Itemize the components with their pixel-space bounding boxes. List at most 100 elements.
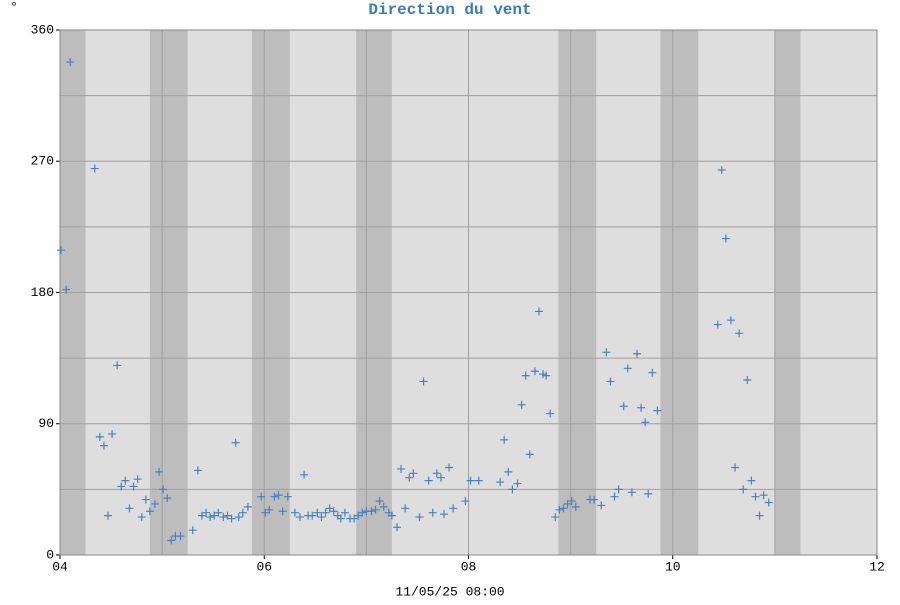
- data-point: [329, 507, 338, 516]
- data-point: [419, 377, 428, 386]
- data-point: [644, 489, 653, 498]
- data-point: [243, 502, 252, 511]
- data-point: [133, 475, 142, 484]
- data-point: [176, 532, 185, 541]
- chart-title: Direction du vent: [368, 1, 531, 19]
- data-point: [641, 418, 650, 427]
- data-point: [371, 505, 380, 514]
- y-tick-label: 90: [38, 416, 54, 431]
- data-point: [62, 285, 71, 294]
- x-tick-label: 06: [256, 559, 272, 574]
- data-point: [300, 470, 309, 479]
- data-point: [504, 467, 513, 476]
- x-tick-label: 10: [665, 559, 681, 574]
- data-point: [340, 508, 349, 517]
- data-point: [397, 464, 406, 473]
- data-point: [193, 466, 202, 475]
- data-point: [261, 508, 270, 517]
- data-point: [95, 432, 104, 441]
- data-point: [513, 479, 522, 488]
- data-point: [141, 495, 150, 504]
- data-point: [432, 469, 441, 478]
- data-point: [525, 450, 534, 459]
- data-point: [125, 504, 134, 513]
- data-point: [614, 485, 623, 494]
- data-point: [546, 409, 555, 418]
- data-point: [137, 513, 146, 522]
- data-point: [387, 511, 396, 520]
- data-point: [713, 320, 722, 329]
- data-point: [461, 497, 470, 506]
- plot-border: [59, 29, 878, 556]
- data-point: [66, 58, 75, 67]
- data-point: [717, 166, 726, 174]
- data-point: [401, 504, 410, 513]
- data-point: [99, 441, 108, 450]
- data-point: [735, 329, 744, 338]
- data-point: [751, 492, 760, 501]
- x-tick-label: 12: [869, 559, 885, 574]
- data-point: [619, 402, 628, 411]
- y-tick-label: 270: [31, 154, 54, 169]
- data-point: [57, 246, 66, 255]
- data-point: [159, 485, 168, 494]
- x-tick-label: 08: [461, 559, 477, 574]
- data-point: [633, 349, 642, 358]
- data-point: [755, 511, 764, 520]
- data-point: [265, 505, 274, 514]
- data-point: [571, 502, 580, 511]
- data-point: [234, 513, 243, 522]
- data-point: [559, 504, 568, 513]
- data-point: [336, 514, 345, 523]
- data-point: [103, 511, 112, 520]
- y-tick-label: 180: [31, 285, 54, 300]
- data-point: [721, 234, 730, 243]
- data-point: [155, 467, 164, 476]
- data-point: [379, 502, 388, 511]
- data-point: [321, 508, 330, 517]
- data-point: [602, 348, 611, 357]
- data-point: [375, 497, 384, 506]
- data-point: [150, 499, 159, 508]
- data-point: [393, 523, 402, 532]
- data-point: [653, 406, 662, 415]
- data-point: [530, 367, 539, 376]
- data-point: [567, 497, 576, 506]
- data-point: [623, 364, 632, 373]
- data-point: [648, 368, 657, 377]
- data-point: [317, 513, 326, 522]
- data-point: [759, 491, 768, 500]
- data-point: [521, 371, 530, 380]
- data-point: [731, 463, 740, 472]
- data-point: [129, 482, 138, 491]
- data-point: [551, 513, 560, 522]
- data-point: [409, 469, 418, 478]
- data-point: [747, 476, 756, 485]
- data-point: [313, 508, 322, 517]
- data-point: [290, 508, 299, 517]
- data-point: [121, 476, 130, 485]
- data-point: [449, 504, 458, 513]
- data-point: [436, 473, 445, 482]
- data-point: [597, 501, 606, 510]
- data-point: [542, 371, 551, 380]
- data-point: [508, 485, 517, 494]
- data-point: [238, 508, 247, 517]
- data-point: [354, 511, 363, 520]
- data-point: [90, 164, 99, 173]
- x-tick-label: 04: [52, 559, 68, 574]
- data-point: [606, 377, 615, 386]
- data-point: [145, 507, 154, 516]
- data-point: [534, 307, 543, 316]
- data-point: [424, 476, 433, 485]
- data-point: [517, 400, 526, 409]
- data-point: [428, 508, 437, 517]
- data-point: [108, 429, 117, 438]
- data-point: [197, 511, 206, 520]
- data-point: [274, 491, 283, 500]
- data-point: [188, 526, 197, 535]
- data-point: [257, 492, 266, 501]
- data-point: [350, 514, 359, 523]
- data-point: [278, 507, 287, 516]
